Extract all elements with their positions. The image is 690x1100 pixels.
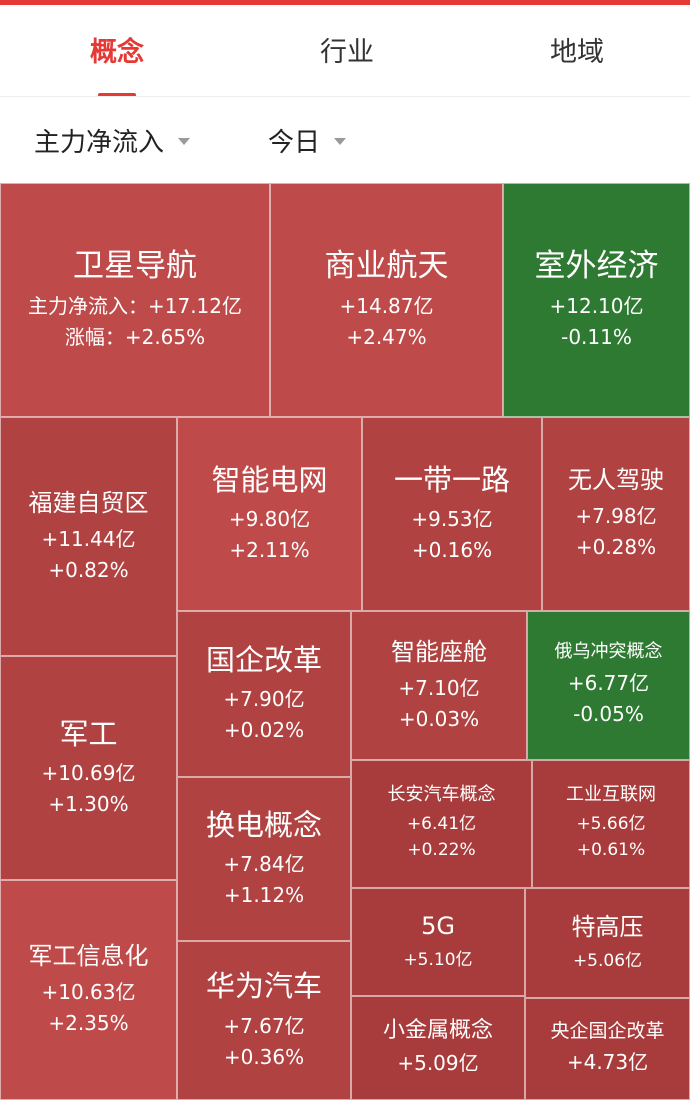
- metric-dropdown[interactable]: 主力净流入: [34, 97, 191, 183]
- heatmap-tile[interactable]: 智能座舱 +7.10亿 +0.03%: [351, 611, 527, 760]
- tabs-divider: [0, 96, 690, 97]
- tile-net-inflow: +10.63亿: [41, 980, 136, 1004]
- heatmap-tile[interactable]: 换电概念 +7.84亿 +1.12%: [177, 777, 351, 941]
- tile-name: 福建自贸区: [28, 488, 149, 517]
- tile-net-inflow: +4.73亿: [566, 1050, 649, 1075]
- tile-name: 智能座舱: [391, 637, 487, 666]
- tile-name: 特高压: [571, 912, 644, 941]
- tile-change: -0.05%: [573, 701, 644, 726]
- heatmap-tile[interactable]: 室外经济 +12.10亿 -0.11%: [503, 183, 690, 417]
- tile-net-inflow: +7.98亿: [575, 504, 657, 528]
- tile-change: +1.12%: [223, 883, 305, 908]
- tile-change: +0.16%: [411, 538, 493, 563]
- period-dropdown-label: 今日: [268, 127, 321, 158]
- tile-name: 国企改革: [205, 642, 322, 677]
- tile-name: 一带一路: [393, 462, 510, 497]
- period-dropdown[interactable]: 今日: [268, 97, 347, 183]
- tile-name: 军工: [59, 716, 118, 751]
- concept-heatmap: 卫星导航 主力净流入：+17.12亿 涨幅：+2.65% 商业航天 +14.87…: [0, 183, 690, 1100]
- tile-net-inflow: +6.77亿: [567, 670, 650, 695]
- heatmap-tile[interactable]: 特高压 +5.06亿: [525, 888, 690, 998]
- tile-net-inflow: +5.09亿: [397, 1051, 479, 1076]
- tile-change: +2.35%: [48, 1011, 129, 1035]
- heatmap-tile[interactable]: 智能电网 +9.80亿 +2.11%: [177, 417, 362, 611]
- tile-net-inflow: +6.41亿: [406, 813, 477, 834]
- tab-industry[interactable]: 行业: [320, 36, 374, 68]
- category-tabs: 概念 行业 地域: [0, 5, 690, 97]
- tile-net-inflow: +11.44亿: [41, 526, 136, 551]
- tile-net-inflow: +7.67亿: [223, 1013, 305, 1038]
- heatmap-tile[interactable]: 央企国企改革 +4.73亿: [525, 998, 690, 1100]
- tab-region[interactable]: 地域: [550, 36, 604, 68]
- tile-change: +1.30%: [48, 792, 129, 817]
- tile-change: -0.11%: [561, 325, 632, 350]
- tile-change: +0.28%: [575, 535, 657, 559]
- tile-name: 工业互联网: [566, 784, 656, 806]
- heatmap-tile[interactable]: 一带一路 +9.53亿 +0.16%: [362, 417, 542, 611]
- active-tab-indicator: [98, 93, 136, 97]
- tile-name: 室外经济: [534, 247, 659, 284]
- heatmap-tile[interactable]: 商业航天 +14.87亿 +2.47%: [270, 183, 503, 417]
- tile-change: 涨幅：+2.65%: [64, 325, 206, 350]
- caret-down-icon: [334, 137, 347, 145]
- tile-change: +2.11%: [229, 538, 310, 563]
- tile-name: 小金属概念: [382, 1017, 493, 1043]
- top-accent-bar: [0, 0, 690, 5]
- heatmap-tile[interactable]: 卫星导航 主力净流入：+17.12亿 涨幅：+2.65%: [0, 183, 270, 417]
- heatmap-tile[interactable]: 工业互联网 +5.66亿 +0.61%: [532, 760, 690, 888]
- tile-name: 长安汽车概念: [387, 784, 496, 806]
- tile-name: 军工信息化: [28, 942, 149, 970]
- tile-name: 5G: [421, 911, 455, 940]
- heatmap-tile[interactable]: 小金属概念 +5.09亿: [351, 996, 525, 1100]
- tile-change: +0.36%: [223, 1044, 305, 1069]
- filter-bar: 主力净流入 今日: [0, 97, 690, 183]
- heatmap-tile[interactable]: 华为汽车 +7.67亿 +0.36%: [177, 941, 351, 1100]
- tile-change: +2.47%: [346, 325, 427, 350]
- metric-dropdown-label: 主力净流入: [34, 127, 165, 158]
- tile-name: 卫星导航: [73, 247, 197, 284]
- tab-concept[interactable]: 概念: [90, 36, 144, 68]
- tile-net-inflow: +5.06亿: [572, 950, 643, 971]
- tile-change: +0.82%: [48, 557, 129, 582]
- tile-change: +0.22%: [407, 840, 476, 861]
- tile-net-inflow: +5.66亿: [576, 813, 646, 834]
- tile-change: +0.02%: [223, 718, 305, 743]
- tile-net-inflow: +9.53亿: [411, 507, 493, 532]
- tile-net-inflow: +7.10亿: [398, 675, 480, 700]
- caret-down-icon: [178, 137, 191, 145]
- heatmap-tile[interactable]: 国企改革 +7.90亿 +0.02%: [177, 611, 351, 777]
- tile-name: 俄乌冲突概念: [554, 641, 663, 663]
- tile-net-inflow: +5.10亿: [403, 949, 473, 970]
- tile-name: 智能电网: [211, 462, 328, 497]
- tile-name: 华为汽车: [205, 969, 322, 1004]
- tile-name: 无人驾驶: [568, 466, 664, 494]
- heatmap-tile[interactable]: 军工信息化 +10.63亿 +2.35%: [0, 880, 177, 1100]
- heatmap-tile[interactable]: 5G +5.10亿: [351, 888, 525, 996]
- heatmap-tile[interactable]: 无人驾驶 +7.98亿 +0.28%: [542, 417, 690, 611]
- heatmap-tile[interactable]: 军工 +10.69亿 +1.30%: [0, 656, 177, 880]
- tile-name: 换电概念: [205, 807, 322, 842]
- tile-name: 央企国企改革: [550, 1019, 665, 1042]
- tile-net-inflow: +14.87亿: [339, 294, 434, 319]
- tile-net-inflow: +10.69亿: [41, 761, 136, 786]
- tile-net-inflow: +9.80亿: [228, 507, 311, 532]
- tile-net-inflow: 主力净流入：+17.12亿: [27, 294, 242, 319]
- tile-net-inflow: +7.84亿: [223, 852, 305, 877]
- heatmap-tile[interactable]: 俄乌冲突概念 +6.77亿 -0.05%: [527, 611, 690, 760]
- tile-net-inflow: +12.10亿: [549, 294, 644, 319]
- tile-change: +0.03%: [398, 706, 480, 731]
- tile-name: 商业航天: [324, 247, 449, 284]
- tile-change: +0.61%: [576, 840, 646, 861]
- heatmap-tile[interactable]: 长安汽车概念 +6.41亿 +0.22%: [351, 760, 532, 888]
- tile-net-inflow: +7.90亿: [223, 687, 305, 712]
- heatmap-tile[interactable]: 福建自贸区 +11.44亿 +0.82%: [0, 417, 177, 656]
